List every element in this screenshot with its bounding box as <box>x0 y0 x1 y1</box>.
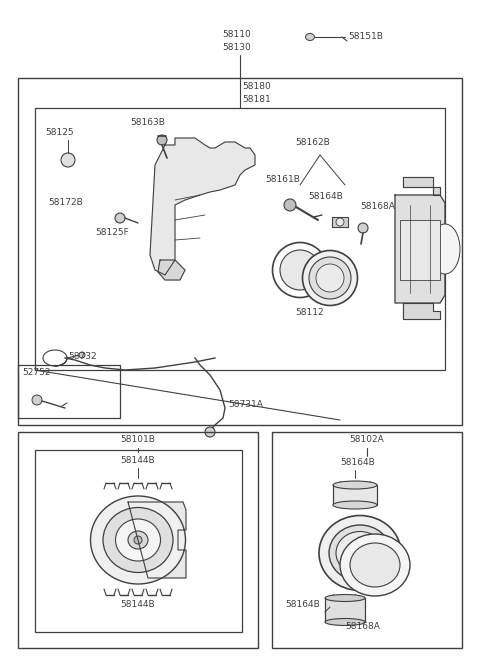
Text: 58172B: 58172B <box>48 198 83 207</box>
Text: 58168A: 58168A <box>345 622 380 631</box>
Polygon shape <box>150 138 255 275</box>
Ellipse shape <box>302 250 358 306</box>
Circle shape <box>205 427 215 437</box>
Ellipse shape <box>280 250 320 290</box>
Circle shape <box>336 218 344 226</box>
Ellipse shape <box>319 516 401 591</box>
Text: 58164B: 58164B <box>340 458 375 467</box>
Text: 58180: 58180 <box>242 82 271 91</box>
Ellipse shape <box>309 257 351 299</box>
Ellipse shape <box>325 595 365 602</box>
Bar <box>333 485 377 505</box>
Ellipse shape <box>350 543 400 587</box>
Ellipse shape <box>103 507 173 572</box>
Text: 58130: 58130 <box>222 43 251 52</box>
Text: 58181: 58181 <box>242 95 271 104</box>
Circle shape <box>61 153 75 167</box>
Text: 58110: 58110 <box>222 30 251 39</box>
Text: 58151B: 58151B <box>348 32 383 41</box>
Text: 58144B: 58144B <box>120 600 156 609</box>
Ellipse shape <box>336 532 384 574</box>
Ellipse shape <box>116 519 160 561</box>
Text: 58731A: 58731A <box>228 400 263 409</box>
Ellipse shape <box>128 531 148 549</box>
Text: 58144B: 58144B <box>120 456 156 465</box>
Text: 58125F: 58125F <box>95 228 129 237</box>
Bar <box>18 365 120 418</box>
Ellipse shape <box>329 525 391 581</box>
Ellipse shape <box>316 264 344 292</box>
Ellipse shape <box>340 534 410 596</box>
Ellipse shape <box>333 481 377 489</box>
Circle shape <box>134 536 142 544</box>
Circle shape <box>32 395 42 405</box>
Text: 58102A: 58102A <box>349 435 384 444</box>
Bar <box>18 432 258 648</box>
Ellipse shape <box>333 501 377 509</box>
Polygon shape <box>395 195 445 303</box>
Text: 58168A: 58168A <box>360 202 395 211</box>
Bar <box>18 78 462 425</box>
Circle shape <box>157 135 167 145</box>
Text: 58112: 58112 <box>295 308 324 317</box>
Text: 58164B: 58164B <box>285 600 320 609</box>
Bar <box>325 598 365 622</box>
Text: 58164B: 58164B <box>308 192 343 201</box>
Text: 58162B: 58162B <box>295 138 330 147</box>
Bar <box>35 450 242 632</box>
Text: 58101B: 58101B <box>120 435 156 444</box>
Circle shape <box>115 213 125 223</box>
Polygon shape <box>158 260 185 280</box>
Polygon shape <box>403 177 440 195</box>
Ellipse shape <box>430 224 460 274</box>
Text: 58163B: 58163B <box>130 118 165 127</box>
Circle shape <box>284 199 296 211</box>
Text: 52752: 52752 <box>22 368 50 377</box>
Ellipse shape <box>91 496 185 584</box>
Circle shape <box>358 223 368 233</box>
Ellipse shape <box>325 618 365 625</box>
Bar <box>272 432 462 648</box>
Bar <box>400 220 440 280</box>
Polygon shape <box>128 502 186 578</box>
Text: 58161B: 58161B <box>265 175 300 184</box>
Text: 58732: 58732 <box>68 352 96 361</box>
Circle shape <box>79 352 85 358</box>
Ellipse shape <box>305 34 314 41</box>
Bar <box>332 217 348 227</box>
Text: 58125: 58125 <box>45 128 73 137</box>
Bar <box>35 108 445 370</box>
Polygon shape <box>403 303 440 319</box>
